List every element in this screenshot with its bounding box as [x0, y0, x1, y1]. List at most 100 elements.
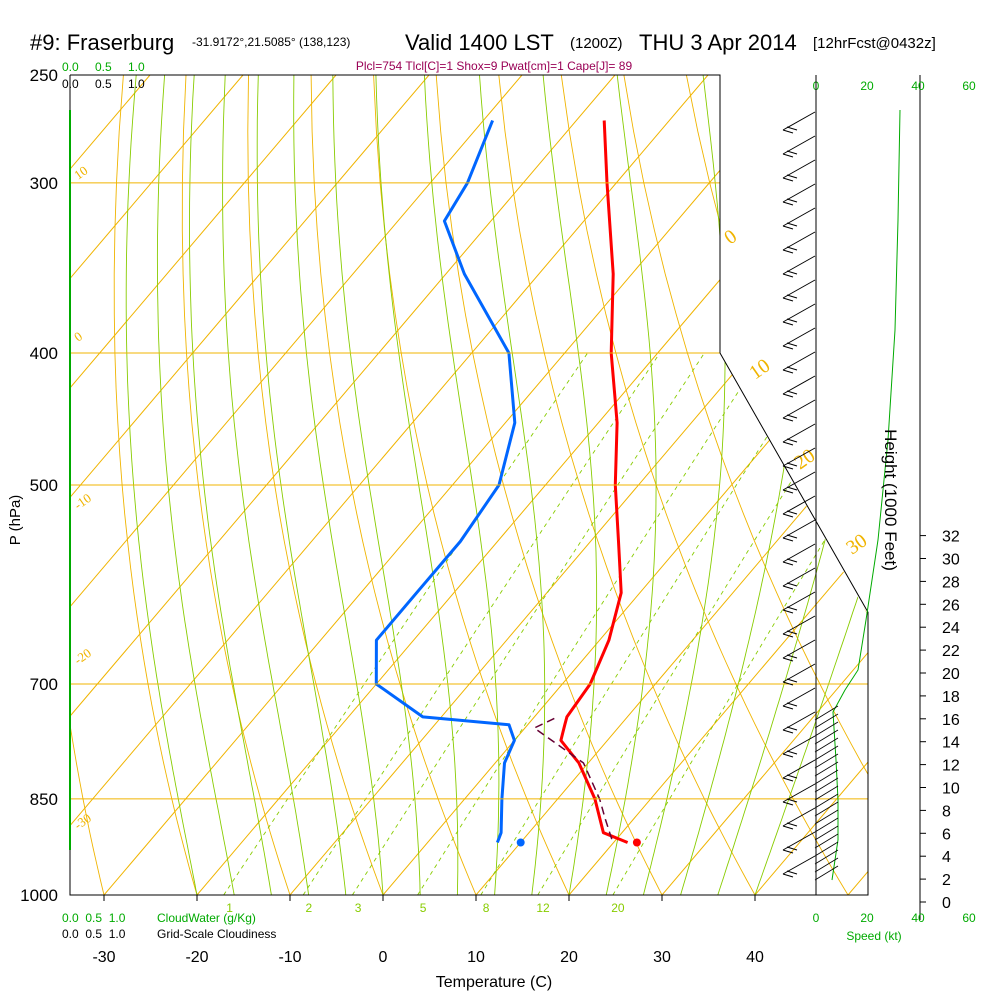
- wind-barb: [782, 711, 816, 734]
- wind-barb-flag: [786, 750, 798, 755]
- wind-barb-flag: [786, 486, 798, 491]
- wind-barb: [782, 207, 816, 230]
- pressure-tick-label: 700: [30, 675, 58, 694]
- isotherm-label: 10: [745, 355, 774, 384]
- wind-barb-flag: [782, 801, 794, 806]
- wind-barb-flag: [786, 150, 798, 155]
- wind-barb-flag: [782, 129, 794, 134]
- wind-barb-lower: [814, 769, 839, 785]
- isotherm-line: [70, 75, 337, 895]
- wind-barb-lower: [814, 833, 839, 849]
- surface-dewpoint-marker: [516, 838, 525, 847]
- dry-adiabat-line: [113, 75, 198, 895]
- y-axis-title: P (hPa): [7, 495, 24, 546]
- dry-adiabat-line: [0, 75, 11, 895]
- moist-adiabat-line: [125, 75, 198, 895]
- wind-barb-flag: [782, 633, 794, 638]
- moist-adiabat-line: [222, 75, 310, 895]
- temperature-tick-label: 30: [653, 949, 671, 966]
- wind-barb-flag: [786, 654, 798, 659]
- wind-barb-flag: [782, 729, 794, 734]
- wind-barb-flag: [786, 774, 798, 779]
- moist-adiabat-line: [156, 75, 235, 895]
- wind-barb-flag: [782, 369, 794, 374]
- x-axis-title: Temperature (C): [436, 974, 552, 991]
- temperature-tick-label: 20: [560, 949, 578, 966]
- wind-barb-flag: [782, 441, 794, 446]
- pressure-tick-label: 400: [30, 344, 58, 363]
- wind-barb-flag: [782, 177, 794, 182]
- height-tick-label: 16: [942, 712, 960, 729]
- wind-barb-lower: [814, 761, 839, 777]
- wind-barb-flag: [782, 297, 794, 302]
- wind-barb-lower: [814, 865, 839, 881]
- mixing-ratio-line: [302, 352, 661, 895]
- moist-adiabat-line: [605, 75, 657, 895]
- temperature-tick-label: 40: [746, 949, 764, 966]
- wind-barb: [782, 807, 816, 830]
- wind-barb: [782, 831, 816, 854]
- speed-top-tick-label: 40: [911, 79, 925, 93]
- station-coords: -31.9172°,21.5085° (138,123): [192, 35, 350, 49]
- isotherm-label: 10: [71, 163, 90, 183]
- indices-line: Plcl=754 Tlcl[C]=1 Shox=9 Pwat[cm]=1 Cap…: [356, 59, 633, 73]
- pressure-tick-label: 250: [30, 66, 58, 85]
- dewpoint-line: [374, 119, 517, 844]
- wind-barb-lower: [814, 713, 839, 729]
- wind-barb-flag: [786, 390, 798, 395]
- height-tick-label: 18: [942, 689, 960, 706]
- speed-axis-title: Speed (kt): [846, 929, 901, 943]
- wind-barb-flag: [786, 798, 798, 803]
- wind-barb-lower: [814, 729, 839, 745]
- wind-barb-lower: [814, 841, 839, 857]
- wind-barb-flag: [782, 825, 794, 830]
- wind-barb-flag: [782, 201, 794, 206]
- cloudiness-label: Grid-Scale Cloudiness: [157, 927, 276, 941]
- mixing-ratio-line: [480, 352, 821, 895]
- wind-barb-flag: [782, 705, 794, 710]
- wind-barb: [782, 855, 816, 878]
- wind-barb-flag: [782, 225, 794, 230]
- wind-barb-flag: [782, 681, 794, 686]
- height-tick-label: 20: [942, 666, 960, 683]
- wind-barb-flag: [786, 198, 798, 203]
- utc-time: (1200Z): [570, 35, 623, 52]
- mixing-ratio-label: 5: [420, 901, 427, 915]
- height-tick-label: 30: [942, 552, 960, 569]
- wind-barb-flag: [786, 582, 798, 587]
- plot-frame: [69, 74, 869, 896]
- cloudwater-top-label: 0.5: [95, 60, 112, 74]
- mixing-ratio-line: [352, 352, 705, 895]
- parcel-line: [533, 716, 613, 840]
- wind-barb-flag: [786, 342, 798, 347]
- mixing-ratio-label: 12: [536, 901, 550, 915]
- wind-barb-flag: [782, 873, 794, 878]
- wind-barb-flag: [786, 246, 798, 251]
- temperature-tick-label: -20: [185, 949, 208, 966]
- wind-barb-flag: [782, 465, 794, 470]
- height-tick-label: 24: [942, 620, 960, 637]
- wind-barb: [782, 255, 816, 278]
- wind-barb-flag: [782, 249, 794, 254]
- wind-barb-flag: [782, 273, 794, 278]
- isotherm-label: 0: [720, 225, 741, 249]
- wind-barb: [782, 759, 816, 782]
- wind-barb-flag: [782, 537, 794, 542]
- speed-bottom-tick-label: 0: [813, 911, 820, 925]
- moist-adiabat-line: [754, 75, 868, 895]
- wind-barb-flag: [786, 318, 798, 323]
- wind-barb: [782, 111, 816, 134]
- temperature-tick-label: 0: [379, 949, 388, 966]
- wind-barb-flag: [782, 585, 794, 590]
- height-tick-label: 32: [942, 529, 960, 546]
- height-tick-label: 26: [942, 597, 960, 614]
- wind-speed-line: [831, 109, 901, 881]
- speed-bottom-tick-label: 20: [860, 911, 874, 925]
- wind-barb-flag: [786, 678, 798, 683]
- wind-barb: [782, 231, 816, 254]
- dry-adiabat-line: [748, 75, 868, 895]
- wind-barb-flag: [782, 393, 794, 398]
- mixing-ratio-label: 20: [611, 901, 625, 915]
- height-tick-label: 28: [942, 574, 960, 591]
